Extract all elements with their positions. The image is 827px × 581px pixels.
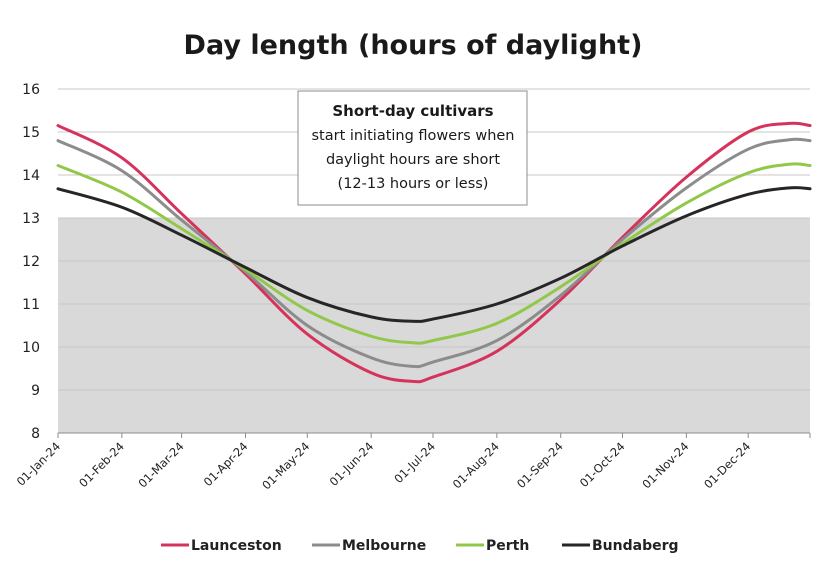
- y-tick-label: 11: [22, 297, 40, 313]
- legend-label: Melbourne: [342, 538, 426, 554]
- x-tick-label: 01-Jul-24: [391, 439, 438, 486]
- x-tick-label: 01-Mar-24: [135, 439, 186, 490]
- series-line-bundaberg: [56, 186, 812, 323]
- x-tick-label: 01-May-24: [259, 439, 312, 492]
- x-tick-label: 01-Oct-24: [577, 439, 628, 490]
- gridlines: [58, 88, 810, 434]
- x-tick-label: 01-Aug-24: [450, 439, 502, 491]
- y-tick-label: 16: [22, 82, 40, 98]
- chart-title: Day length (hours of daylight): [184, 30, 643, 61]
- legend-label: Perth: [486, 538, 529, 554]
- x-tick-label: 01-Jan-24: [14, 439, 63, 488]
- y-tick-label: 9: [31, 383, 40, 399]
- x-tick-label: 01-Apr-24: [201, 439, 251, 489]
- y-tick-label: 8: [31, 426, 40, 442]
- annotation-line-2: daylight hours are short: [326, 152, 500, 168]
- y-axis: 8 9 10 11 12 13 14 15 16: [22, 82, 40, 442]
- legend: Launceston Melbourne Perth Bundaberg: [161, 538, 679, 554]
- x-tick-label: 01-Dec-24: [701, 439, 753, 491]
- y-tick-label: 10: [22, 340, 40, 356]
- annotation-title: Short-day cultivars: [332, 102, 493, 120]
- y-tick-label: 15: [22, 125, 40, 141]
- series-line-perth: [56, 162, 812, 345]
- x-tick-label: 01-Feb-24: [76, 439, 127, 490]
- y-tick-label: 12: [22, 254, 40, 270]
- annotation-frame: [297, 90, 528, 206]
- short-day-band: [58, 218, 810, 433]
- series-lines: [56, 121, 812, 384]
- annotation-line-3: (12-13 hours or less): [338, 176, 489, 192]
- x-tick-label: 01-Sep-24: [514, 439, 566, 491]
- x-tick-label: 01-Nov-24: [639, 439, 691, 491]
- legend-label: Launceston: [191, 538, 282, 554]
- annotation-line-1: start initiating flowers when: [311, 128, 514, 144]
- y-tick-label: 13: [22, 211, 40, 227]
- y-tick-label: 14: [22, 168, 40, 184]
- x-axis: 01-Jan-24 01-Feb-24 01-Mar-24 01-Apr-24 01-M…: [14, 432, 811, 492]
- x-tick-label: 01-Jun-24: [327, 439, 377, 489]
- series-line-launceston: [56, 121, 812, 384]
- annotation-box: Short-day cultivars start initiating flo…: [297, 90, 528, 206]
- legend-label: Bundaberg: [592, 538, 679, 554]
- series-line-melbourne: [56, 137, 812, 369]
